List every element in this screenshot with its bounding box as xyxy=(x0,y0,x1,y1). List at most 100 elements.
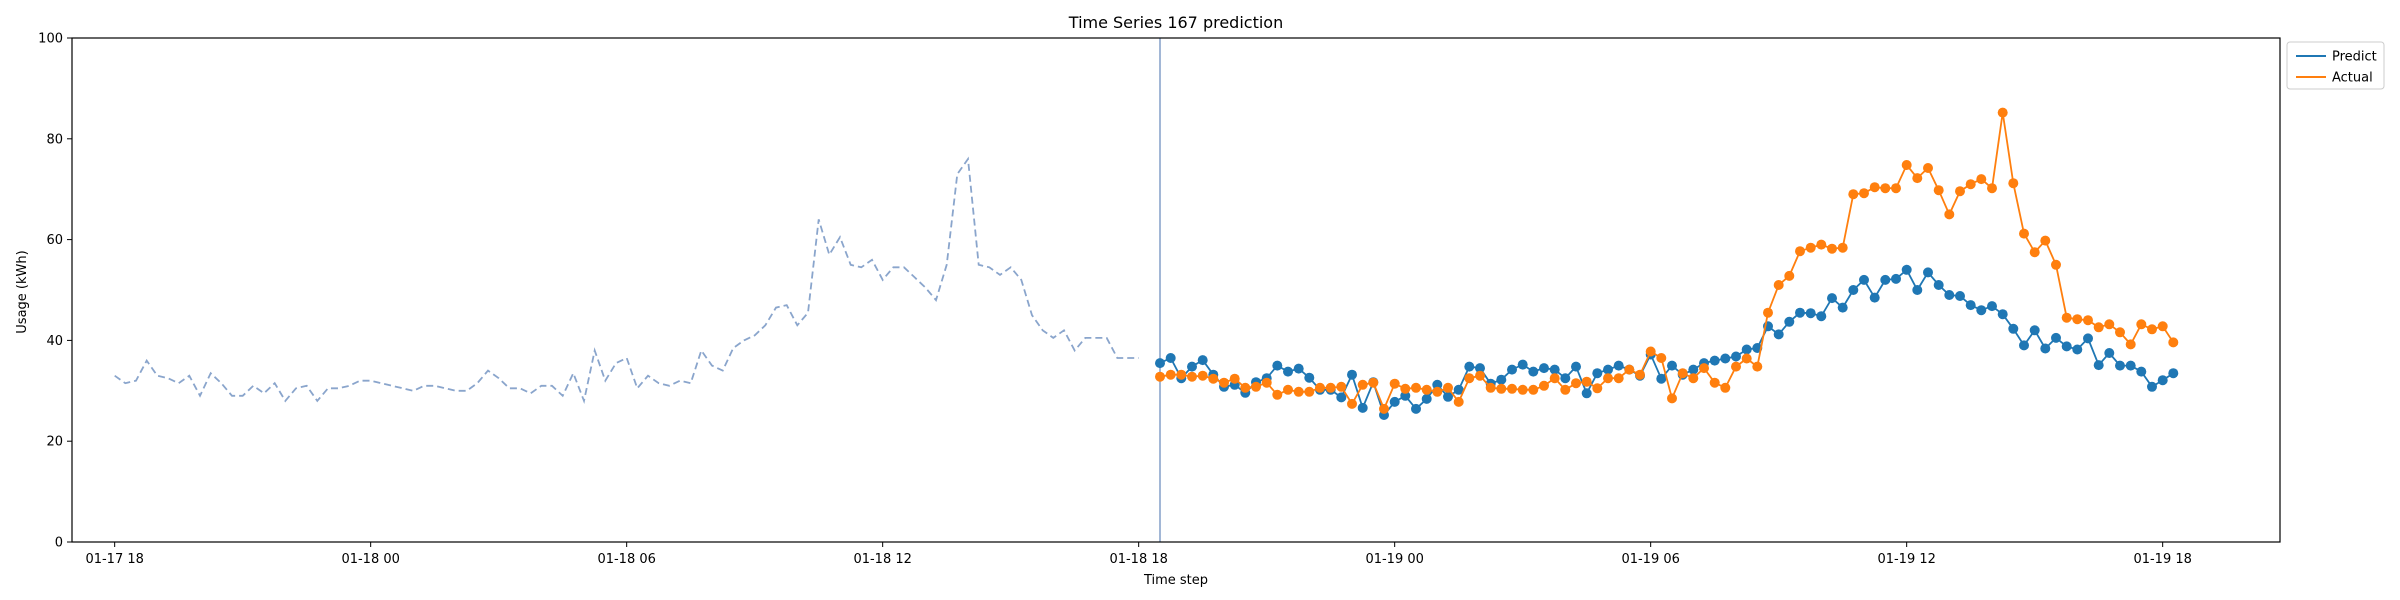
actual-point xyxy=(1475,370,1485,381)
actual-point xyxy=(2019,228,2029,239)
actual-point xyxy=(1507,383,1517,394)
plot-frame xyxy=(71,37,2281,543)
actual-point xyxy=(1720,382,1731,393)
actual-point xyxy=(2083,315,2093,326)
predict-point xyxy=(2061,341,2072,352)
predict-point xyxy=(2040,343,2051,354)
predict-point xyxy=(1720,353,1731,364)
actual-point xyxy=(1283,384,1293,395)
actual-point xyxy=(1528,384,1539,395)
predict-point xyxy=(2168,368,2179,379)
predict-point xyxy=(1688,364,1699,375)
actual-line xyxy=(1159,112,2175,412)
actual-point xyxy=(1187,371,1197,382)
actual-point xyxy=(1912,173,1923,184)
predict-point xyxy=(1795,307,1805,318)
predict-point xyxy=(2104,348,2115,358)
predict-point xyxy=(1496,374,1507,385)
actual-point xyxy=(2115,327,2125,338)
actual-point xyxy=(1389,378,1400,389)
actual-point xyxy=(2125,339,2136,350)
plot-area xyxy=(114,38,2179,542)
y-tick-label: 40 xyxy=(46,334,63,349)
actual-point xyxy=(1763,307,1773,318)
actual-point xyxy=(1688,373,1699,384)
predict-point xyxy=(1955,291,1965,301)
actual-point xyxy=(1901,160,1912,170)
x-tick-label: 01-18 12 xyxy=(853,552,911,567)
actual-point xyxy=(1496,383,1507,394)
x-axis-label: Time step xyxy=(1143,573,1208,588)
actual-point xyxy=(2136,319,2147,330)
predict-point xyxy=(1571,361,1581,372)
predict-point xyxy=(1656,373,1667,384)
y-tick-label: 0 xyxy=(55,536,63,551)
predict-point xyxy=(1965,300,1976,311)
actual-point xyxy=(1293,386,1304,397)
actual-point xyxy=(1848,189,1859,200)
predict-point xyxy=(2072,344,2083,355)
actual-point xyxy=(1773,280,1784,290)
actual-point xyxy=(1581,376,1592,387)
actual-point xyxy=(2072,314,2083,325)
actual-point xyxy=(1272,389,1283,400)
predict-point xyxy=(1997,309,2008,320)
actual-point xyxy=(1592,383,1603,394)
actual-point xyxy=(1891,183,1901,194)
x-tick-label: 01-18 00 xyxy=(341,552,399,567)
actual-point xyxy=(1315,382,1325,393)
actual-point xyxy=(1741,353,1752,364)
actual-point xyxy=(1997,107,2008,118)
predict-point xyxy=(1304,372,1315,383)
predict-point xyxy=(1987,301,1997,312)
predict-point xyxy=(1560,373,1571,384)
actual-point xyxy=(1837,242,1848,253)
actual-point xyxy=(1347,398,1357,409)
predict-point xyxy=(1549,364,1560,375)
actual-point xyxy=(1261,377,1272,388)
predict-point xyxy=(1869,292,1880,303)
actual-point xyxy=(1229,373,1240,384)
predict-point xyxy=(1443,391,1453,402)
chart-title: Time Series 167 prediction xyxy=(1068,13,1283,32)
actual-point xyxy=(1944,209,1955,220)
actual-point xyxy=(1709,377,1720,388)
actual-point xyxy=(1368,377,1379,388)
y-axis: 0 20 40 60 80 100 xyxy=(38,32,72,551)
legend-predict-label: Predict xyxy=(2332,50,2377,65)
actual-point xyxy=(1539,380,1549,391)
actual-point xyxy=(1955,186,1965,197)
actual-point xyxy=(1571,378,1581,389)
actual-point xyxy=(1603,373,1613,384)
predict-point xyxy=(1432,379,1443,390)
predict-point xyxy=(1347,369,1357,380)
actual-point xyxy=(2029,247,2040,258)
predict-point xyxy=(1507,364,1517,375)
actual-point xyxy=(1400,383,1411,394)
history-series xyxy=(114,156,1139,405)
predict-point xyxy=(1389,396,1400,407)
actual-point xyxy=(1923,163,1933,173)
actual-point xyxy=(1453,396,1464,407)
actual-point xyxy=(2008,178,2019,189)
actual-point xyxy=(2093,322,2104,333)
actual-point xyxy=(1933,185,1944,196)
predict-point xyxy=(1667,360,1677,371)
predict-point xyxy=(1709,355,1720,366)
predict-point xyxy=(1336,392,1347,403)
actual-point xyxy=(1795,246,1805,257)
predict-point xyxy=(1816,311,1827,322)
predict-point xyxy=(1421,393,1432,404)
actual-point xyxy=(1176,369,1187,380)
actual-point xyxy=(1219,377,1229,388)
actual-point xyxy=(1549,373,1560,384)
predict-point xyxy=(2125,360,2136,371)
predict-point xyxy=(2093,360,2104,371)
predict-point xyxy=(1464,361,1475,372)
actual-point xyxy=(1624,364,1635,375)
actual-point xyxy=(1155,371,1165,382)
actual-point xyxy=(1165,369,1176,380)
predict-point xyxy=(1581,388,1592,399)
y-tick-label: 20 xyxy=(46,435,63,450)
